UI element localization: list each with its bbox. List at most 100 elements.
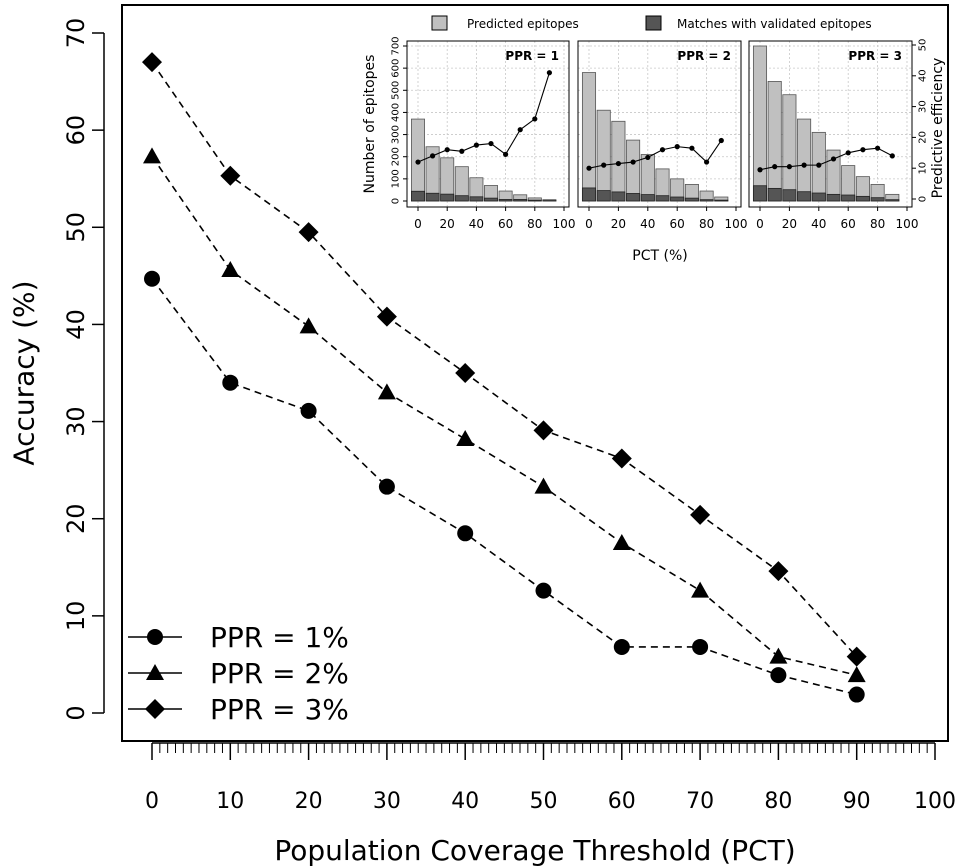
data-point — [455, 363, 476, 383]
data-point — [690, 504, 711, 525]
legend-label: PPR = 1% — [210, 621, 349, 654]
x-tick-label: 100 — [725, 217, 748, 231]
bar-matches — [684, 197, 699, 202]
y-tick-label: 400 — [391, 103, 402, 122]
bar-matches — [513, 199, 528, 202]
efficiency-point — [889, 153, 895, 159]
data-point — [846, 646, 867, 667]
y2-tick-label: 50 — [918, 39, 929, 52]
y-tick-label: 500 — [391, 81, 402, 100]
legend-label: PPR = 3% — [210, 693, 349, 726]
y-tick-label: 600 — [391, 59, 402, 78]
bar-matches — [797, 191, 812, 202]
x-tick-label: 0 — [414, 217, 422, 231]
efficiency-point — [430, 153, 436, 159]
x-tick-label: 80 — [870, 217, 885, 231]
panel-frame — [406, 40, 570, 208]
data-point — [457, 525, 474, 542]
x-tick-label: 70 — [686, 789, 714, 814]
efficiency-point — [645, 154, 651, 161]
inset-panel-3: PPR = 3 0 20 40 60 80 100 — [748, 40, 919, 231]
bar-matches — [885, 199, 900, 202]
y2-tick-label: 30 — [918, 100, 929, 113]
efficiency-point — [674, 144, 680, 150]
data-point — [535, 582, 552, 599]
bar-matches — [714, 199, 729, 202]
data-point — [612, 534, 631, 550]
data-point — [143, 147, 161, 164]
efficiency-point — [415, 159, 421, 165]
legend-label: Predicted epitopes — [467, 17, 579, 31]
bar-matches — [411, 190, 425, 202]
x-tick-label: 20 — [295, 789, 323, 814]
bar-matches — [870, 197, 885, 202]
x-tick-label: 0 — [585, 217, 593, 231]
data-point — [848, 686, 865, 703]
bar-matches — [484, 197, 498, 202]
y-tick-label: 70 — [62, 18, 90, 49]
x-axis-label: Population Coverage Threshold (PCT) — [274, 834, 795, 867]
efficiency-line — [588, 140, 722, 169]
efficiency-point — [615, 160, 622, 167]
legend-label: Matches with validated epitopes — [677, 17, 872, 31]
data-point — [378, 478, 395, 495]
bar-matches — [782, 189, 797, 202]
bar-matches — [469, 196, 484, 202]
efficiency-point — [816, 162, 822, 168]
legend-marker — [145, 699, 165, 719]
legend-marker — [146, 664, 164, 680]
x-tick-label: 40 — [451, 789, 479, 814]
efficiency-point — [786, 164, 793, 170]
efficiency-point — [601, 162, 607, 168]
data-point — [534, 477, 553, 494]
main-plot: 0 10 20 30 40 50 60 70 Accuracy (%) 0 10 20 30 40 50 60… — [8, 4, 956, 867]
x-tick-label: 40 — [811, 217, 826, 231]
y-tick-label: 30 — [62, 406, 90, 437]
efficiency-point — [830, 156, 837, 162]
y-tick-label: 50 — [62, 212, 90, 243]
x-tick-label: 80 — [699, 217, 714, 231]
bar-matches — [440, 193, 455, 202]
efficiency-point — [532, 116, 538, 122]
bar-matches — [527, 199, 542, 202]
inset-y-axis-label: Number of epitopes — [362, 55, 378, 194]
bar-matches — [640, 194, 655, 202]
x-tick-label: 60 — [498, 217, 513, 231]
bar-predicted — [782, 94, 797, 202]
bar-predicted — [752, 45, 768, 202]
inset-legend: Predicted epitopes Matches with validated… — [431, 15, 872, 31]
x-tick-label: 100 — [553, 217, 576, 231]
bar-predicted — [581, 72, 597, 202]
bar-matches — [767, 187, 782, 202]
efficiency-point — [860, 147, 866, 153]
efficiency-point — [772, 164, 778, 170]
bar-matches — [670, 196, 685, 202]
data-point — [692, 638, 709, 655]
series-line — [151, 278, 857, 696]
x-tick-label: 20 — [782, 217, 797, 231]
legend-marker — [147, 629, 163, 645]
y2-tick-label: 0 — [918, 196, 929, 202]
efficiency-line — [759, 147, 893, 171]
y2-tick-label: 40 — [918, 69, 929, 82]
x-tick-label: 60 — [841, 217, 856, 231]
bar-matches — [498, 199, 513, 202]
x-tick-label: 60 — [670, 217, 685, 231]
series-line — [151, 61, 858, 658]
data-point — [456, 430, 475, 447]
y-tick-label: 200 — [391, 147, 402, 166]
x-tick-label: 80 — [764, 789, 792, 814]
bar-matches — [425, 192, 440, 202]
efficiency-point — [503, 151, 509, 157]
efficiency-point — [473, 142, 479, 148]
series-1 — [144, 270, 865, 703]
bar-matches — [826, 193, 841, 202]
data-point — [613, 638, 630, 655]
y-tick-label: 0 — [62, 705, 90, 720]
data-point — [691, 581, 710, 598]
efficiency-point — [718, 137, 724, 144]
x-tick-label: 100 — [896, 217, 919, 231]
data-point — [768, 561, 789, 582]
x-tick-label: 90 — [843, 789, 871, 814]
